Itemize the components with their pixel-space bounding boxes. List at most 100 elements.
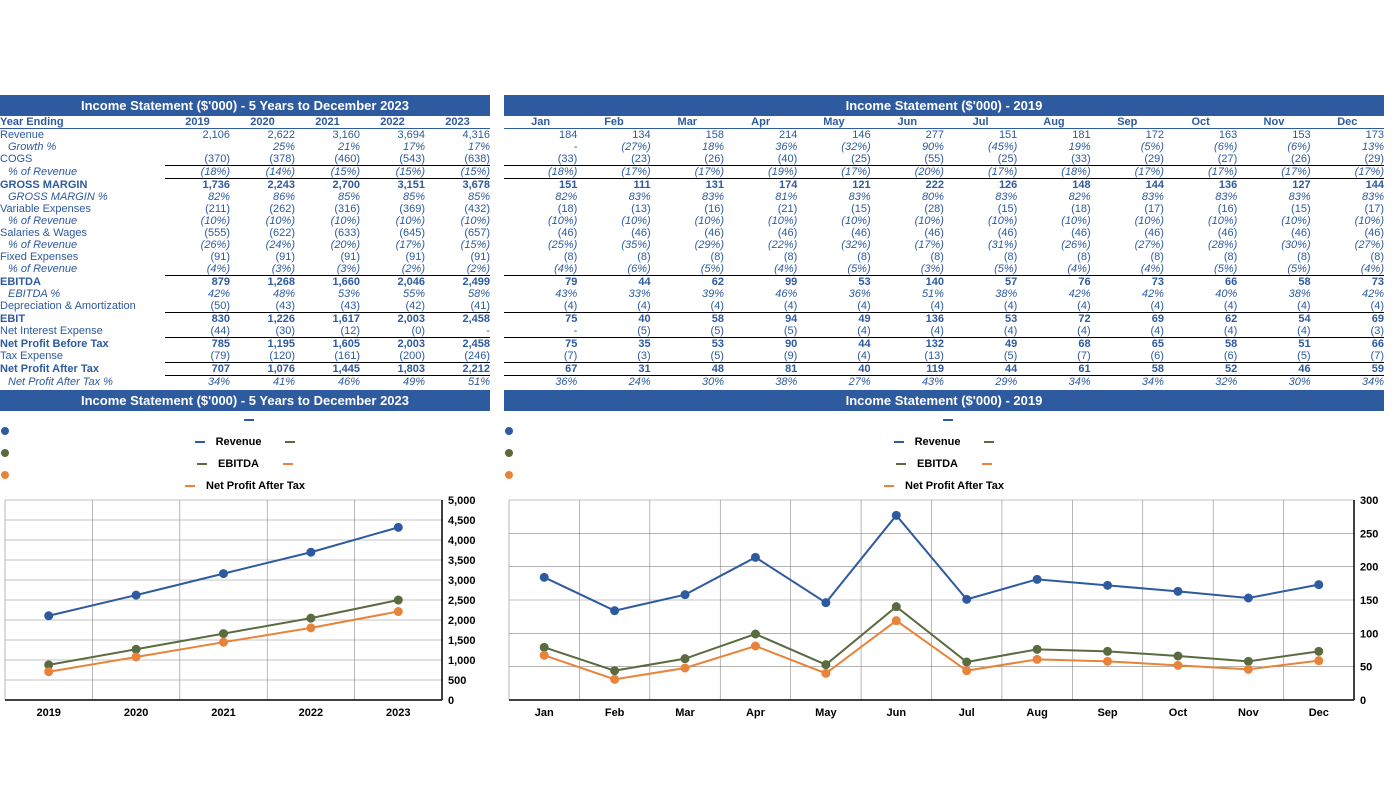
cell-value: (44) [165, 325, 230, 338]
cell-value: 158 [651, 129, 724, 142]
cell-value: (29) [1311, 153, 1384, 166]
cell-value: 136 [871, 313, 944, 326]
month-header: Oct [1164, 116, 1237, 129]
svg-text:Apr: Apr [746, 707, 766, 719]
row-label: Net Profit After Tax [0, 363, 165, 376]
cell-value: (27) [1164, 153, 1237, 166]
cell-value: 53 [651, 338, 724, 351]
left-income-table: Year Ending20192020202120222023Revenue2,… [0, 116, 490, 388]
cell-value: 43% [504, 288, 577, 300]
cell-value: 75 [504, 338, 577, 351]
right-chart-header: Income Statement ($'000) - 2019 [504, 390, 1384, 411]
line-chart-svg: 05001,0001,5002,0002,5003,0003,5004,0004… [0, 495, 490, 725]
cell-value: 24% [577, 376, 650, 389]
cell-value: (3%) [871, 263, 944, 276]
cell-value: 58 [1237, 276, 1310, 289]
cell-value: (378) [230, 153, 295, 166]
svg-text:Nov: Nov [1238, 707, 1260, 719]
cell-value: (370) [165, 153, 230, 166]
cell-value: (10%) [724, 215, 797, 227]
cell-value: (17%) [1237, 166, 1310, 179]
cell-value: (15%) [425, 166, 490, 179]
cell-value: 173 [1311, 129, 1384, 142]
cell-value: 54 [1237, 313, 1310, 326]
cell-value: (5%) [1237, 263, 1310, 276]
cell-value: 144 [1091, 179, 1164, 192]
cell-value: 82% [1017, 191, 1090, 203]
cell-value: (200) [360, 350, 425, 363]
cell-value: (42) [360, 300, 425, 313]
cell-value: (4%) [504, 263, 577, 276]
cell-value: (41) [425, 300, 490, 313]
cell-value: 53 [944, 313, 1017, 326]
svg-text:200: 200 [1360, 562, 1378, 574]
cell-value: (4) [871, 325, 944, 338]
cell-value: 44 [797, 338, 870, 351]
cell-value: (8) [1164, 251, 1237, 263]
svg-text:Mar: Mar [675, 707, 695, 719]
cell-value: 83% [1237, 191, 1310, 203]
cell-value: (4) [797, 300, 870, 313]
cell-value: (4) [871, 300, 944, 313]
cell-value: 35 [577, 338, 650, 351]
cell-value: (10%) [797, 215, 870, 227]
row-label: EBIT [0, 313, 165, 326]
cell-value: 2,003 [360, 338, 425, 351]
row-label: GROSS MARGIN [0, 179, 165, 192]
cell-value: - [425, 325, 490, 338]
cell-value: (4) [797, 325, 870, 338]
cell-value: (4) [944, 300, 1017, 313]
cell-value: 66 [1164, 276, 1237, 289]
cell-value: 3,151 [360, 179, 425, 192]
cell-value: (17%) [1164, 166, 1237, 179]
cell-value: 73 [1091, 276, 1164, 289]
cell-value: (15) [944, 203, 1017, 215]
line-chart-svg: 050100150200250300JanFebMarAprMayJunJulA… [504, 495, 1394, 725]
cell-value: 44 [577, 276, 650, 289]
cell-value: (17%) [1311, 166, 1384, 179]
svg-text:May: May [815, 707, 837, 719]
cell-value: (26%) [1017, 239, 1090, 251]
cell-value: 83% [1164, 191, 1237, 203]
cell-value: (10%) [1311, 215, 1384, 227]
cell-value: 62 [1164, 313, 1237, 326]
cell-value: 29% [944, 376, 1017, 389]
cell-value: 61 [1017, 363, 1090, 376]
svg-text:1,000: 1,000 [448, 655, 476, 667]
svg-text:3,000: 3,000 [448, 575, 476, 587]
cell-value: (17%) [797, 166, 870, 179]
cell-value: (10%) [944, 215, 1017, 227]
svg-text:Jul: Jul [959, 707, 975, 719]
cell-value: (18%) [1017, 166, 1090, 179]
cell-value: (5%) [797, 263, 870, 276]
cell-value: (17) [1091, 203, 1164, 215]
cell-value: (0) [360, 325, 425, 338]
cell-value: (16) [1164, 203, 1237, 215]
right-chart-legend: Revenue EBITDA Net Profit After Tax [504, 411, 1384, 495]
left-chart-header: Income Statement ($'000) - 5 Years to De… [0, 390, 490, 411]
cell-value: 83% [651, 191, 724, 203]
svg-text:Jun: Jun [887, 707, 907, 719]
cell-value: 1,268 [230, 276, 295, 289]
cell-value: 81 [724, 363, 797, 376]
cell-value: (10%) [360, 215, 425, 227]
cell-value: 25% [230, 141, 295, 153]
cell-value: 4,316 [425, 129, 490, 142]
cell-value: (10%) [230, 215, 295, 227]
cell-value: (4) [1164, 325, 1237, 338]
cell-value: 151 [504, 179, 577, 192]
cell-value: 119 [871, 363, 944, 376]
cell-value: 277 [871, 129, 944, 142]
cell-value: 33% [577, 288, 650, 300]
cell-value: (6) [1091, 350, 1164, 363]
year-header: 2019 [165, 116, 230, 129]
cell-value: 58% [425, 288, 490, 300]
cell-value: 99 [724, 276, 797, 289]
cell-value: (4%) [724, 263, 797, 276]
row-label: % of Revenue [0, 166, 165, 179]
cell-value: (25) [944, 153, 1017, 166]
cell-value: (55) [871, 153, 944, 166]
cell-value: (7) [504, 350, 577, 363]
cell-value: (3%) [295, 263, 360, 276]
cell-value: 30% [651, 376, 724, 389]
